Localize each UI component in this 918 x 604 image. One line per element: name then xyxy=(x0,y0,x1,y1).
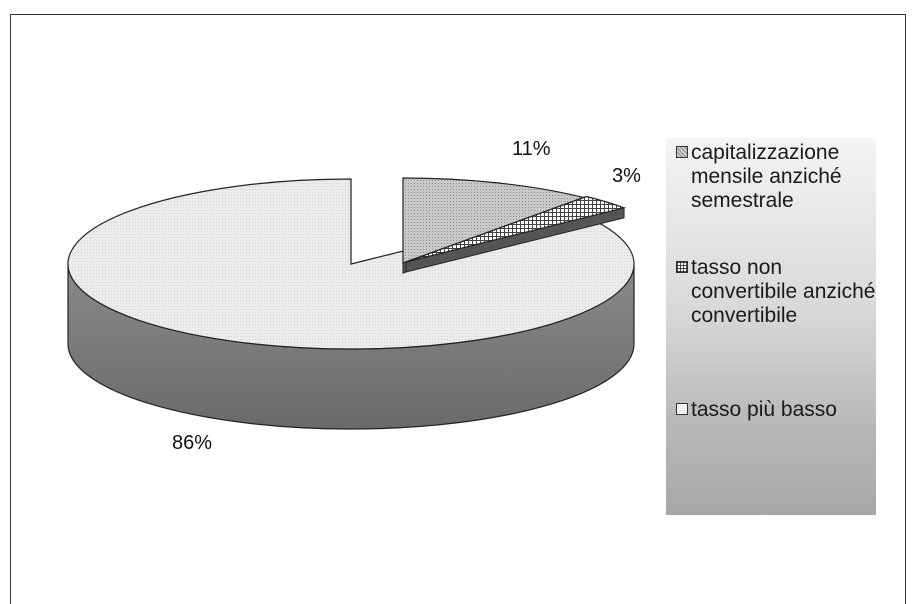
slice-capitalizzazione xyxy=(402,177,586,264)
slice-tasso-piu-basso xyxy=(67,178,635,350)
data-label-tasso-piu-basso: 86% xyxy=(172,432,213,454)
data-label-capitalizzazione: 11% xyxy=(512,138,551,160)
legend-swatch-tasso-piu-basso xyxy=(676,403,688,415)
data-label-tasso-non-convertibile: 3% xyxy=(612,165,641,187)
legend-swatch-capitalizzazione xyxy=(676,146,688,158)
legend-label-capitalizzazione: capitalizzazione mensile anziché semestr… xyxy=(691,141,842,212)
legend-label-tasso-non-convertibile: tasso non convertibile anziché convertib… xyxy=(691,256,876,327)
legend: capitalizzazione mensile anziché semestr… xyxy=(666,138,876,515)
legend-swatch-tasso-non-convertibile xyxy=(676,261,688,273)
legend-label-tasso-piu-basso: tasso più basso xyxy=(691,398,837,421)
slice-tasso-non-convertibile xyxy=(405,195,627,263)
